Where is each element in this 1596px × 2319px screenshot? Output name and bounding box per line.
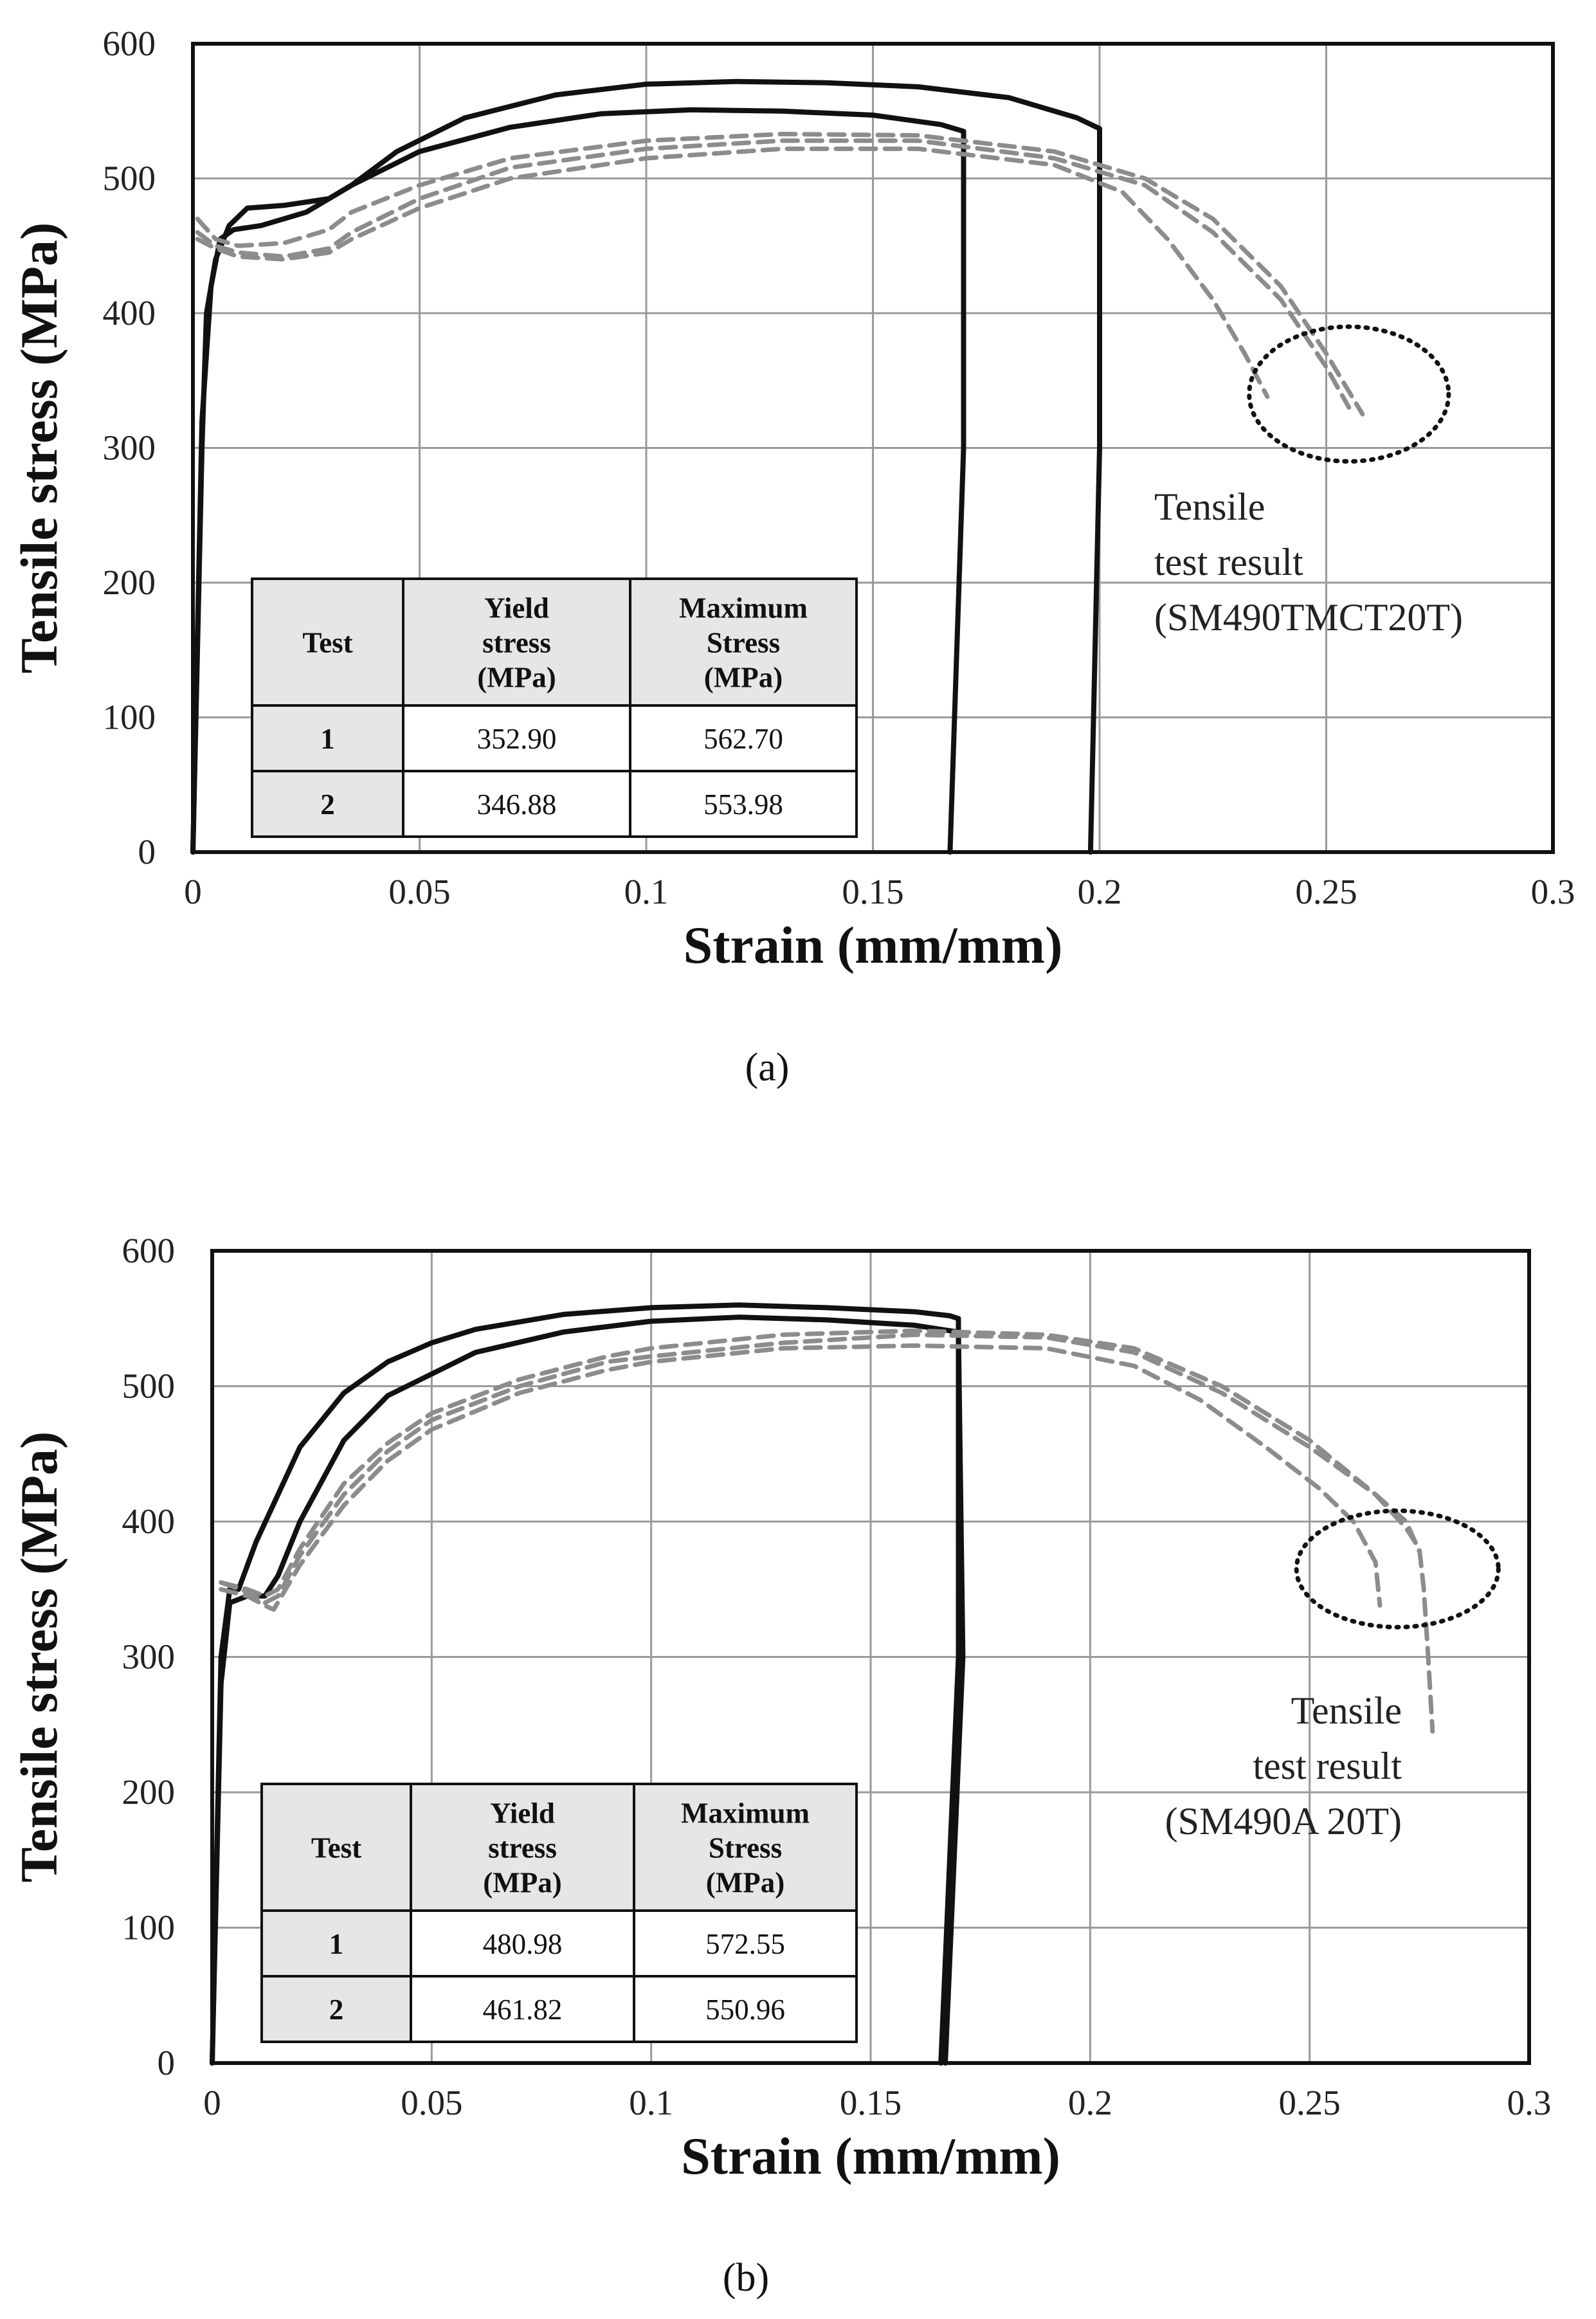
table-cell <box>260 1975 412 2043</box>
x-tick-label: 0.25 <box>1295 872 1357 911</box>
x-tick-label: 0.15 <box>840 2083 902 2122</box>
x-tick-label: 0 <box>184 872 202 911</box>
table-header-text: Yield <box>490 1797 555 1830</box>
table-cell-text: 562.70 <box>703 723 783 755</box>
table-header-text: stress <box>482 627 551 659</box>
analysis-curve-5 <box>195 146 1270 399</box>
test-curve-1 <box>210 1302 961 2066</box>
analysis-curve-3 <box>195 131 1365 417</box>
x-tick-label: 0.25 <box>1279 2083 1341 2122</box>
table-cell-text: 461.82 <box>483 1994 563 2026</box>
y-tick-label: 300 <box>103 428 156 468</box>
table-header-text: Test <box>311 1832 361 1864</box>
y-tick-label: 0 <box>158 2043 176 2082</box>
table-header-cell <box>410 1783 635 1912</box>
table-header-text: Maximum <box>681 1797 810 1830</box>
table-header-cell <box>633 1783 858 1912</box>
annotation-line: Tensile <box>1154 486 1265 528</box>
x-tick-label: 0.3 <box>1507 2083 1552 2122</box>
plot-frame <box>191 42 1555 854</box>
table-cell <box>629 770 858 838</box>
x-tick-label: 0.05 <box>388 872 450 911</box>
panel-label: (a) <box>745 1046 790 1089</box>
plot-frame <box>210 1249 1531 2065</box>
table-cell-text: 1 <box>329 1928 344 1960</box>
analysis-curve-4 <box>219 1332 1422 1605</box>
table-header-text: (MPa) <box>704 662 783 694</box>
annotation-line: test result <box>1154 541 1303 583</box>
annotation-line: (SM490TMCT20T) <box>1154 596 1463 639</box>
annotation-line: (SM490A 20T) <box>1165 1800 1402 1842</box>
analysis-curve-4 <box>195 138 1352 410</box>
y-tick-label: 600 <box>122 1231 176 1270</box>
table-cell-text: 480.98 <box>483 1928 563 1960</box>
chart-panel-2: 0 0.05 0.1 0.15 0.2 0.25 0.3 0 100 200 300 400 500 60… <box>10 1231 1551 2300</box>
table-cell-text: 1 <box>320 723 335 755</box>
table-header-text: (MPa) <box>477 662 556 694</box>
y-tick-label: 100 <box>103 698 156 737</box>
y-axis-title: Tensile stress (MPa) <box>10 1432 68 1882</box>
table-header-text: (MPa) <box>706 1867 784 1899</box>
table-header-text: stress <box>488 1832 557 1864</box>
table-header-text: Maximum <box>679 592 808 624</box>
annotation-line: test result <box>1253 1745 1402 1787</box>
y-tick-label: 400 <box>122 1502 176 1541</box>
table-cell-text: 2 <box>320 788 335 821</box>
y-axis-title: Tensile stress (MPa) <box>10 223 68 673</box>
table-header-text: (MPa) <box>483 1867 561 1899</box>
table-cell <box>410 1909 635 1978</box>
table-cell-text: 346.88 <box>477 788 557 821</box>
y-tick-label: 200 <box>122 1772 176 1812</box>
x-tick-label: 0.1 <box>629 2083 673 2122</box>
highlight-ellipse <box>1247 324 1451 464</box>
y-tick-label: 300 <box>122 1637 176 1677</box>
x-tick-label: 0 <box>203 2083 221 2122</box>
table-header-cell <box>629 577 858 707</box>
y-tick-label: 500 <box>103 159 156 198</box>
y-tick-label: 500 <box>122 1367 176 1406</box>
highlight-ellipse <box>1294 1508 1501 1630</box>
x-tick-label: 0.15 <box>842 872 903 911</box>
y-tick-label: 0 <box>138 832 156 871</box>
y-tick-label: 400 <box>103 293 156 332</box>
chart-panel-1: 0 0.05 0.1 0.15 0.2 0.25 0.3 0 100 200 300 400 500 60… <box>10 24 1575 1089</box>
x-tick-label: 0.2 <box>1068 2083 1112 2122</box>
table-header-text: Stress <box>709 1832 782 1864</box>
table-cell <box>402 770 631 838</box>
table-header-text: Yield <box>484 592 549 624</box>
table-cell <box>251 770 404 838</box>
table-header-text: Test <box>302 627 352 659</box>
table-header-text: Stress <box>707 627 780 659</box>
table-cell-text: 553.98 <box>703 788 783 821</box>
table-cell <box>633 1909 858 1978</box>
y-tick-label: 200 <box>103 563 156 602</box>
table-header-cell <box>260 1783 412 1912</box>
x-axis-title: Strain (mm/mm) <box>684 916 1063 974</box>
x-tick-label: 0.05 <box>401 2083 462 2122</box>
table-cell-text: 550.96 <box>705 1994 785 2026</box>
table-cell-text: 2 <box>329 1994 344 2026</box>
x-tick-label: 0.1 <box>624 872 669 911</box>
analysis-curve-5 <box>219 1343 1383 1612</box>
x-axis-title: Strain (mm/mm) <box>681 2127 1060 2185</box>
x-tick-label: 0.3 <box>1531 872 1575 911</box>
table-cell-text: 572.55 <box>705 1928 785 1960</box>
y-tick-label: 100 <box>122 1908 176 1947</box>
table-cell <box>633 1975 858 2043</box>
table-cell-text: 352.90 <box>477 723 557 755</box>
annotation-line: Tensile <box>1291 1689 1402 1732</box>
y-tick-label: 600 <box>103 24 156 63</box>
panel-label: (b) <box>723 2256 769 2300</box>
table-cell <box>410 1975 635 2043</box>
table-cell <box>629 704 858 772</box>
x-tick-label: 0.2 <box>1078 872 1122 911</box>
